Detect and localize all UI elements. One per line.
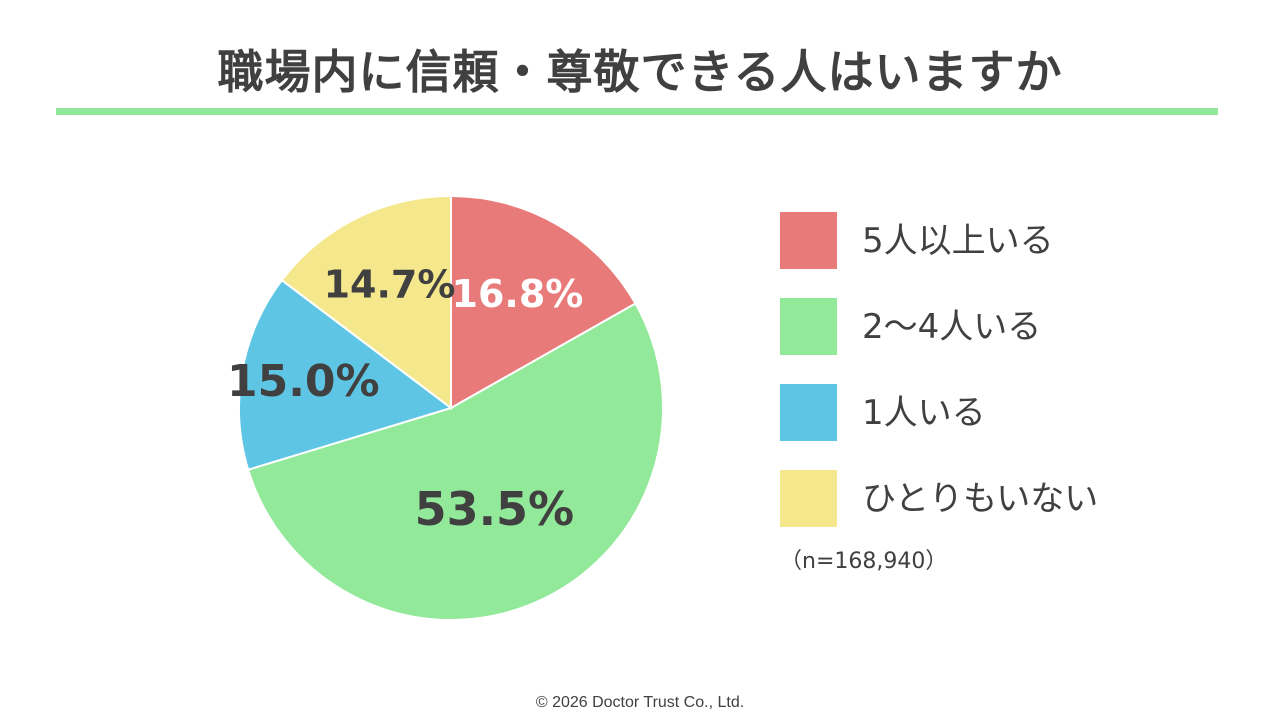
legend-label: 2〜4人いる <box>862 307 1042 347</box>
legend-label: 1人いる <box>862 393 986 433</box>
title-underline <box>56 108 1218 115</box>
slice-5plus <box>450 194 637 410</box>
page-title: 職場内に信頼・尊敬できる人はいますか <box>217 45 1063 99</box>
copyright-footer: © 2026 Doctor Trust Co., Ltd. <box>535 694 745 711</box>
legend-swatch <box>780 212 837 269</box>
slice-1 <box>238 278 454 471</box>
slice-none <box>280 194 452 411</box>
legend-label: 5人以上いる <box>862 221 1054 261</box>
slice-2to4 <box>246 302 664 621</box>
slice-1-label: 15.0% <box>227 356 380 407</box>
legend-swatch <box>780 298 837 355</box>
legend-swatch <box>780 384 837 441</box>
legend-label: ひとりもいない <box>862 479 1099 519</box>
slice-2to4-label: 53.5% <box>415 482 575 536</box>
legend-swatch <box>780 470 837 527</box>
slice-5plus-label: 16.8% <box>452 272 584 316</box>
slice-none-label: 14.7% <box>324 262 456 306</box>
sample-size-note: （n=168,940） <box>780 549 948 574</box>
